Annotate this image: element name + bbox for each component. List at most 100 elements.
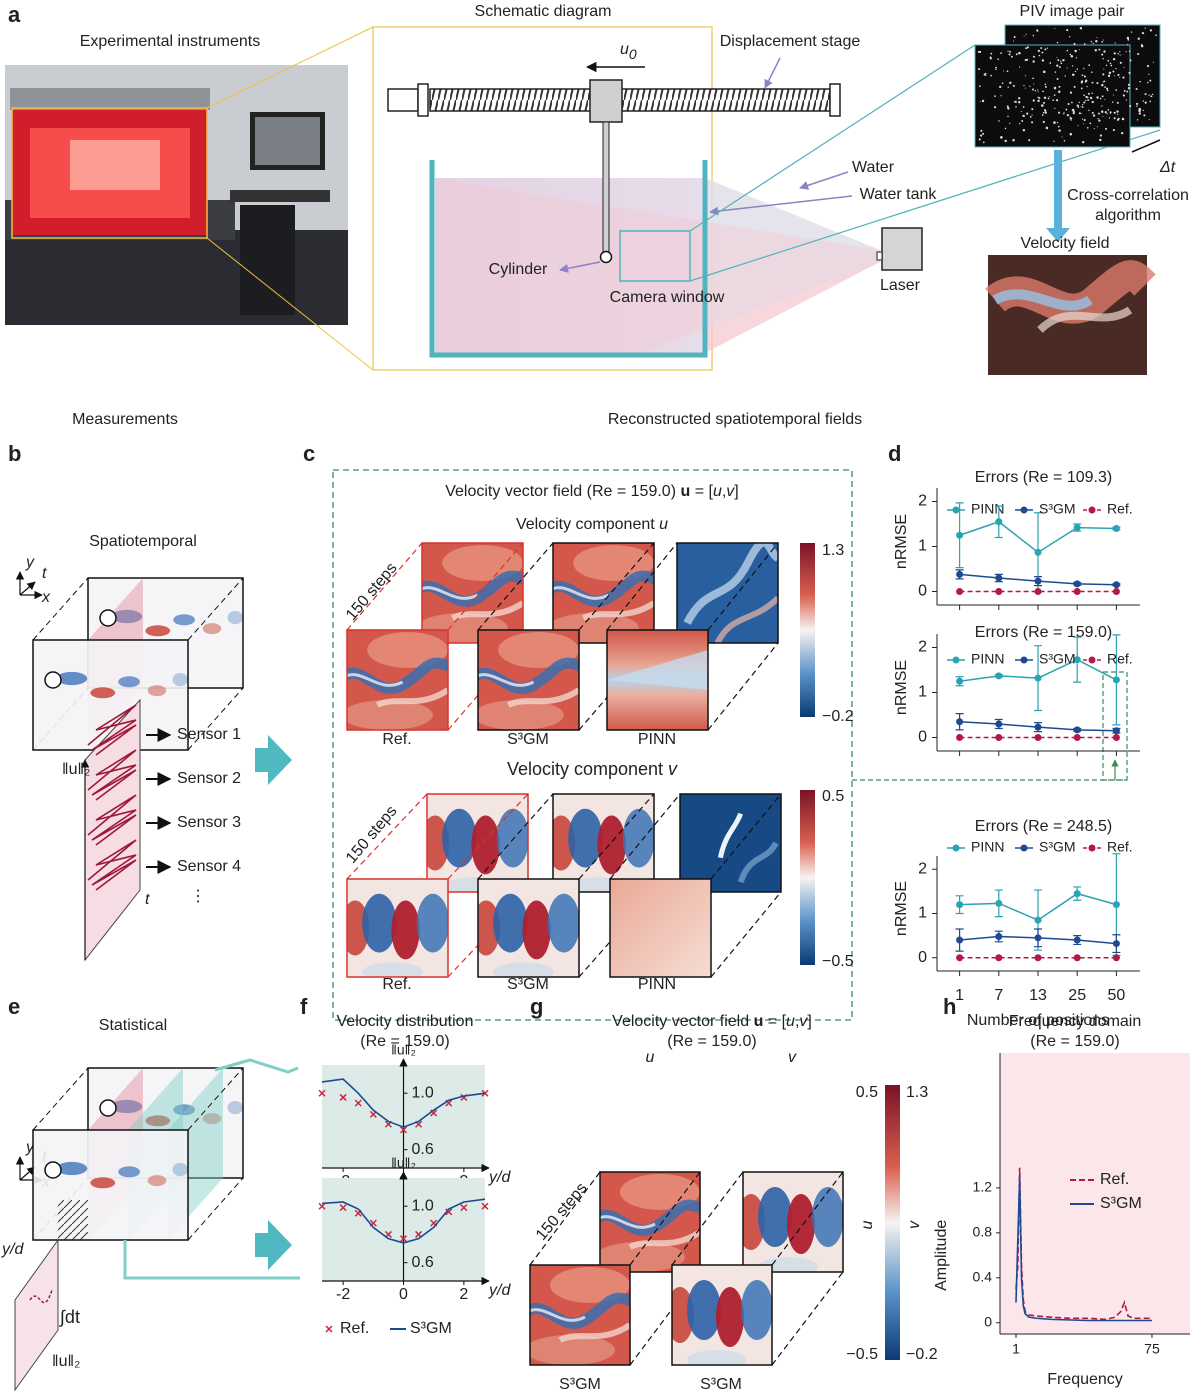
- field: [111, 1099, 143, 1114]
- label: Cross-correlation: [1067, 187, 1189, 204]
- particle: [1003, 70, 1005, 72]
- particle: [1087, 92, 1090, 95]
- particle: [1053, 140, 1055, 142]
- particle: [1026, 46, 1029, 49]
- particle: [1043, 96, 1047, 100]
- particle: [1032, 99, 1035, 102]
- particle: [1113, 75, 1115, 77]
- method-label: S³GM: [507, 976, 549, 993]
- particle: [1001, 82, 1004, 84]
- particle: [1126, 90, 1129, 93]
- particle: [1142, 109, 1144, 112]
- field: [573, 545, 654, 581]
- particle: [1042, 101, 1045, 104]
- marker: [1034, 548, 1042, 556]
- particle: [1000, 95, 1002, 97]
- heatmap: [743, 1172, 843, 1272]
- marker: [995, 518, 1003, 526]
- particle: [1119, 61, 1122, 64]
- particle: [1021, 120, 1024, 122]
- subtitle: Velocity component u: [516, 516, 668, 533]
- particle: [1101, 105, 1103, 107]
- field: [610, 879, 711, 977]
- particle: [1096, 82, 1099, 85]
- plot-background: [1000, 1053, 1190, 1334]
- particle: [1071, 101, 1073, 104]
- particle: [1008, 108, 1010, 110]
- particle: [1041, 104, 1044, 107]
- particle: [1078, 101, 1080, 104]
- column-label: u: [646, 1049, 655, 1066]
- panel-title: (Re = 159.0): [1030, 1033, 1119, 1050]
- spatiotemporal-slabs: [32, 577, 244, 962]
- section-title: Reconstructed spatiotemporal fields: [608, 411, 862, 428]
- marker: [1112, 901, 1120, 909]
- particle: [1149, 79, 1152, 82]
- colorbar-tick: 0.5: [822, 788, 844, 805]
- field: [553, 586, 610, 600]
- particle: [1053, 121, 1056, 124]
- particle: [1129, 59, 1132, 62]
- particle: [1101, 83, 1104, 87]
- particle: [1137, 38, 1140, 40]
- particle: [1072, 111, 1075, 115]
- particle: [1117, 52, 1119, 55]
- particle: [1088, 64, 1091, 67]
- particle: [1058, 111, 1061, 114]
- field: [111, 609, 143, 624]
- piv-images: [974, 24, 1161, 375]
- label: Cylinder: [489, 261, 548, 278]
- field: [56, 1161, 88, 1176]
- particle: [1083, 101, 1086, 104]
- particle: [1127, 87, 1131, 90]
- particle: [1024, 87, 1026, 89]
- legend-marker: [1088, 656, 1096, 664]
- particle: [1105, 127, 1108, 130]
- marker: [318, 1089, 326, 1097]
- connector: [187, 577, 244, 641]
- particle: [1112, 70, 1115, 73]
- field: [471, 815, 500, 875]
- border: [742, 1171, 844, 1273]
- legend-marker: [952, 844, 960, 852]
- marker: [995, 588, 1003, 595]
- particle: [1069, 116, 1071, 118]
- particle: [978, 138, 981, 141]
- particle: [1155, 34, 1157, 37]
- particle: [1089, 96, 1093, 100]
- field: [118, 676, 140, 688]
- connector: [187, 1177, 244, 1241]
- integral-region: [58, 1200, 88, 1240]
- marker: [1073, 954, 1081, 962]
- particle: [1080, 81, 1083, 84]
- field: [600, 1215, 656, 1229]
- arrow: [255, 735, 292, 785]
- particle: [1102, 116, 1104, 118]
- particle: [1042, 70, 1046, 74]
- marker: [995, 672, 1003, 680]
- particle: [1081, 74, 1084, 77]
- particle: [1031, 114, 1033, 116]
- y-tick-label: 2: [918, 493, 927, 510]
- particle: [1044, 86, 1047, 88]
- particle: [1018, 122, 1021, 125]
- y-axis-label: nRMSE: [893, 514, 910, 569]
- particle: [1056, 57, 1058, 59]
- colorbar: [800, 543, 815, 717]
- particle: [1121, 131, 1124, 135]
- field: [145, 1115, 171, 1127]
- marker: [399, 1235, 408, 1243]
- sensor-trace: [87, 704, 137, 756]
- particle: [1141, 32, 1144, 35]
- particle: [1009, 122, 1011, 125]
- label: Displacement stage: [720, 33, 861, 50]
- colorbar-label: v: [906, 1220, 923, 1229]
- particle: [1116, 110, 1119, 113]
- particle: [1012, 138, 1015, 142]
- y-tick-label: 1: [918, 538, 927, 555]
- particle: [1075, 57, 1078, 59]
- particle: [1014, 100, 1017, 103]
- field: [687, 1350, 747, 1365]
- statistical-slabs: [14, 1067, 244, 1392]
- particle: [1127, 83, 1131, 86]
